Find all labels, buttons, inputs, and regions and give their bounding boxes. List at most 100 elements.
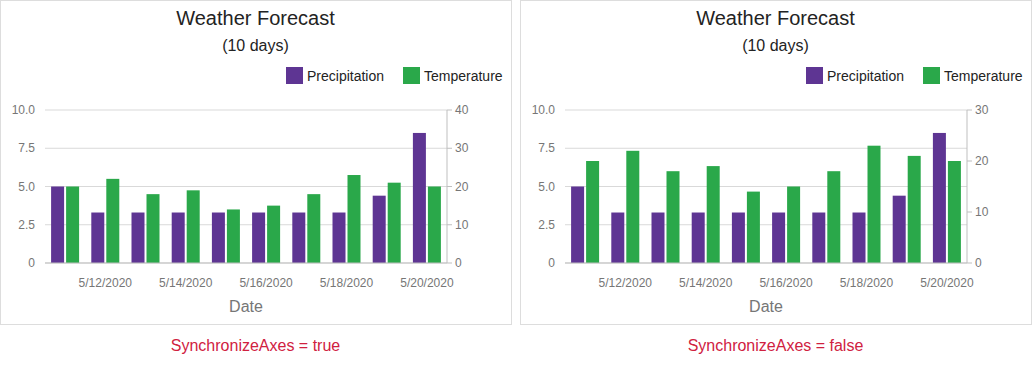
bars-inner (571, 133, 961, 263)
x-tick-label: 5/20/2020 (400, 276, 454, 290)
bar (132, 213, 145, 263)
y-tick-label: 7.5 (538, 141, 555, 155)
chart-panel: Weather Forecast (10 days) Precipitation Te… (1, 1, 512, 355)
bar (267, 206, 280, 263)
bar (212, 213, 225, 263)
bar (652, 213, 665, 263)
y2-tick-label: 0 (455, 256, 462, 270)
grid-line (45, 224, 447, 225)
legend-swatch (403, 67, 420, 84)
grid-line (565, 224, 967, 225)
x-axis-line (45, 263, 447, 264)
y2-tick (967, 110, 972, 111)
grid-line (45, 186, 447, 187)
bar (333, 213, 346, 263)
y-tick-label: 5.0 (538, 180, 555, 194)
bar (388, 183, 401, 263)
legend-swatch (806, 67, 823, 84)
bar (252, 213, 265, 263)
y2-tick (447, 110, 452, 111)
subtitle: (10 days) (742, 37, 809, 54)
bar (933, 133, 946, 263)
caption: SynchronizeAxes = true (171, 337, 341, 354)
bar (586, 161, 599, 263)
bar (172, 213, 185, 263)
y2-axis-line (447, 110, 448, 263)
y2-tick (967, 263, 972, 264)
bar (812, 213, 825, 263)
y-tick-label: 0 (28, 256, 35, 270)
bar (348, 175, 361, 263)
bar (948, 161, 961, 263)
grid-line (565, 263, 967, 264)
bar (373, 196, 386, 263)
grid-line (45, 263, 447, 264)
x-tick-label: 5/16/2020 (239, 276, 293, 290)
bar (893, 196, 906, 263)
bar (428, 187, 441, 264)
bar (147, 194, 160, 263)
y2-tick (447, 148, 452, 149)
legend-label: Temperature (944, 68, 1023, 84)
bar (692, 213, 705, 263)
grid-line (45, 148, 447, 149)
x-tick-label: 5/14/2020 (679, 276, 733, 290)
legend-label: Temperature (424, 68, 503, 84)
bar (66, 187, 79, 264)
y2-tick-label: 0 (975, 256, 982, 270)
legend-label: Precipitation (827, 68, 904, 84)
bar (908, 156, 921, 263)
y2-axis-line (967, 110, 968, 263)
y-tick-label: 10.0 (12, 103, 36, 117)
x-tick-label: 5/12/2020 (79, 276, 133, 290)
bar (307, 194, 320, 263)
x-tick-label: 5/18/2020 (320, 276, 374, 290)
figure: Weather Forecast (10 days) Precipitation Te… (0, 0, 1033, 365)
grid-line (565, 186, 967, 187)
grid-line (565, 148, 967, 149)
y2-tick (447, 186, 452, 187)
legend-label: Precipitation (307, 68, 384, 84)
grid-line (565, 110, 967, 111)
bar (611, 213, 624, 263)
caption: SynchronizeAxes = false (688, 337, 864, 354)
bar (626, 151, 639, 263)
y2-tick (447, 224, 452, 225)
x-tick-label: 5/20/2020 (920, 276, 974, 290)
chart-panel: Weather Forecast(10 days)PrecipitationTe… (521, 1, 1032, 355)
legend-swatch (286, 67, 303, 84)
y2-tick (967, 212, 972, 213)
y2-tick-label: 10 (975, 205, 989, 219)
bars (571, 133, 961, 263)
y-tick-label: 7.5 (18, 141, 35, 155)
bar (413, 133, 426, 263)
bar (667, 171, 680, 263)
bar (853, 213, 866, 263)
title: Weather Forecast (176, 7, 335, 29)
bar (827, 171, 840, 263)
y2-tick (447, 263, 452, 264)
bar (91, 213, 104, 263)
x-tick-label: 5/12/2020 (599, 276, 653, 290)
y2-tick-label: 10 (455, 218, 469, 232)
bar (868, 146, 881, 263)
bar (707, 166, 720, 263)
bar (747, 192, 760, 263)
bar (51, 187, 64, 264)
y2-tick-label: 30 (975, 103, 989, 117)
bar (787, 187, 800, 264)
x-axis-title: Date (749, 298, 783, 315)
y-tick-label: 2.5 (538, 218, 555, 232)
bar (772, 213, 785, 263)
bar (732, 213, 745, 263)
y2-tick (967, 161, 972, 162)
y-tick-label: 2.5 (18, 218, 35, 232)
x-tick-label: 5/14/2020 (159, 276, 213, 290)
y2-tick-label: 40 (455, 103, 469, 117)
x-axis-line (565, 263, 967, 264)
bar (187, 190, 200, 263)
x-tick-label: 5/16/2020 (759, 276, 813, 290)
y2-tick-label: 20 (455, 180, 469, 194)
subtitle: (10 days) (222, 37, 289, 54)
grid-line (45, 110, 447, 111)
